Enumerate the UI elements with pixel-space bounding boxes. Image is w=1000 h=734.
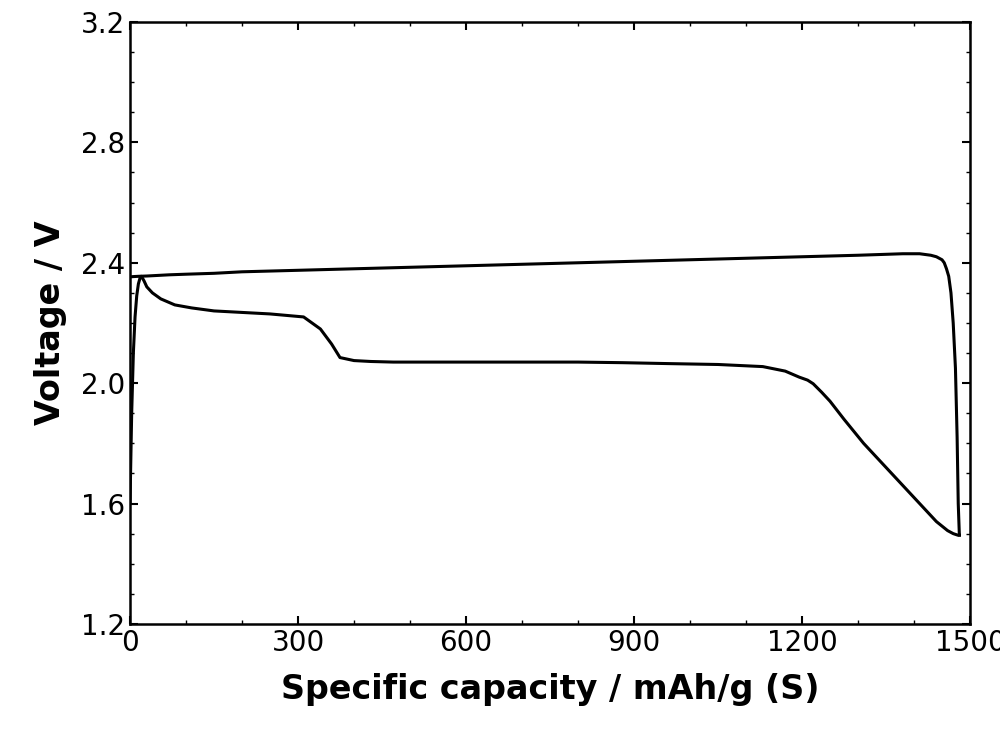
X-axis label: Specific capacity / mAh/g (S): Specific capacity / mAh/g (S) — [281, 673, 819, 706]
Y-axis label: Voltage / V: Voltage / V — [34, 221, 67, 425]
